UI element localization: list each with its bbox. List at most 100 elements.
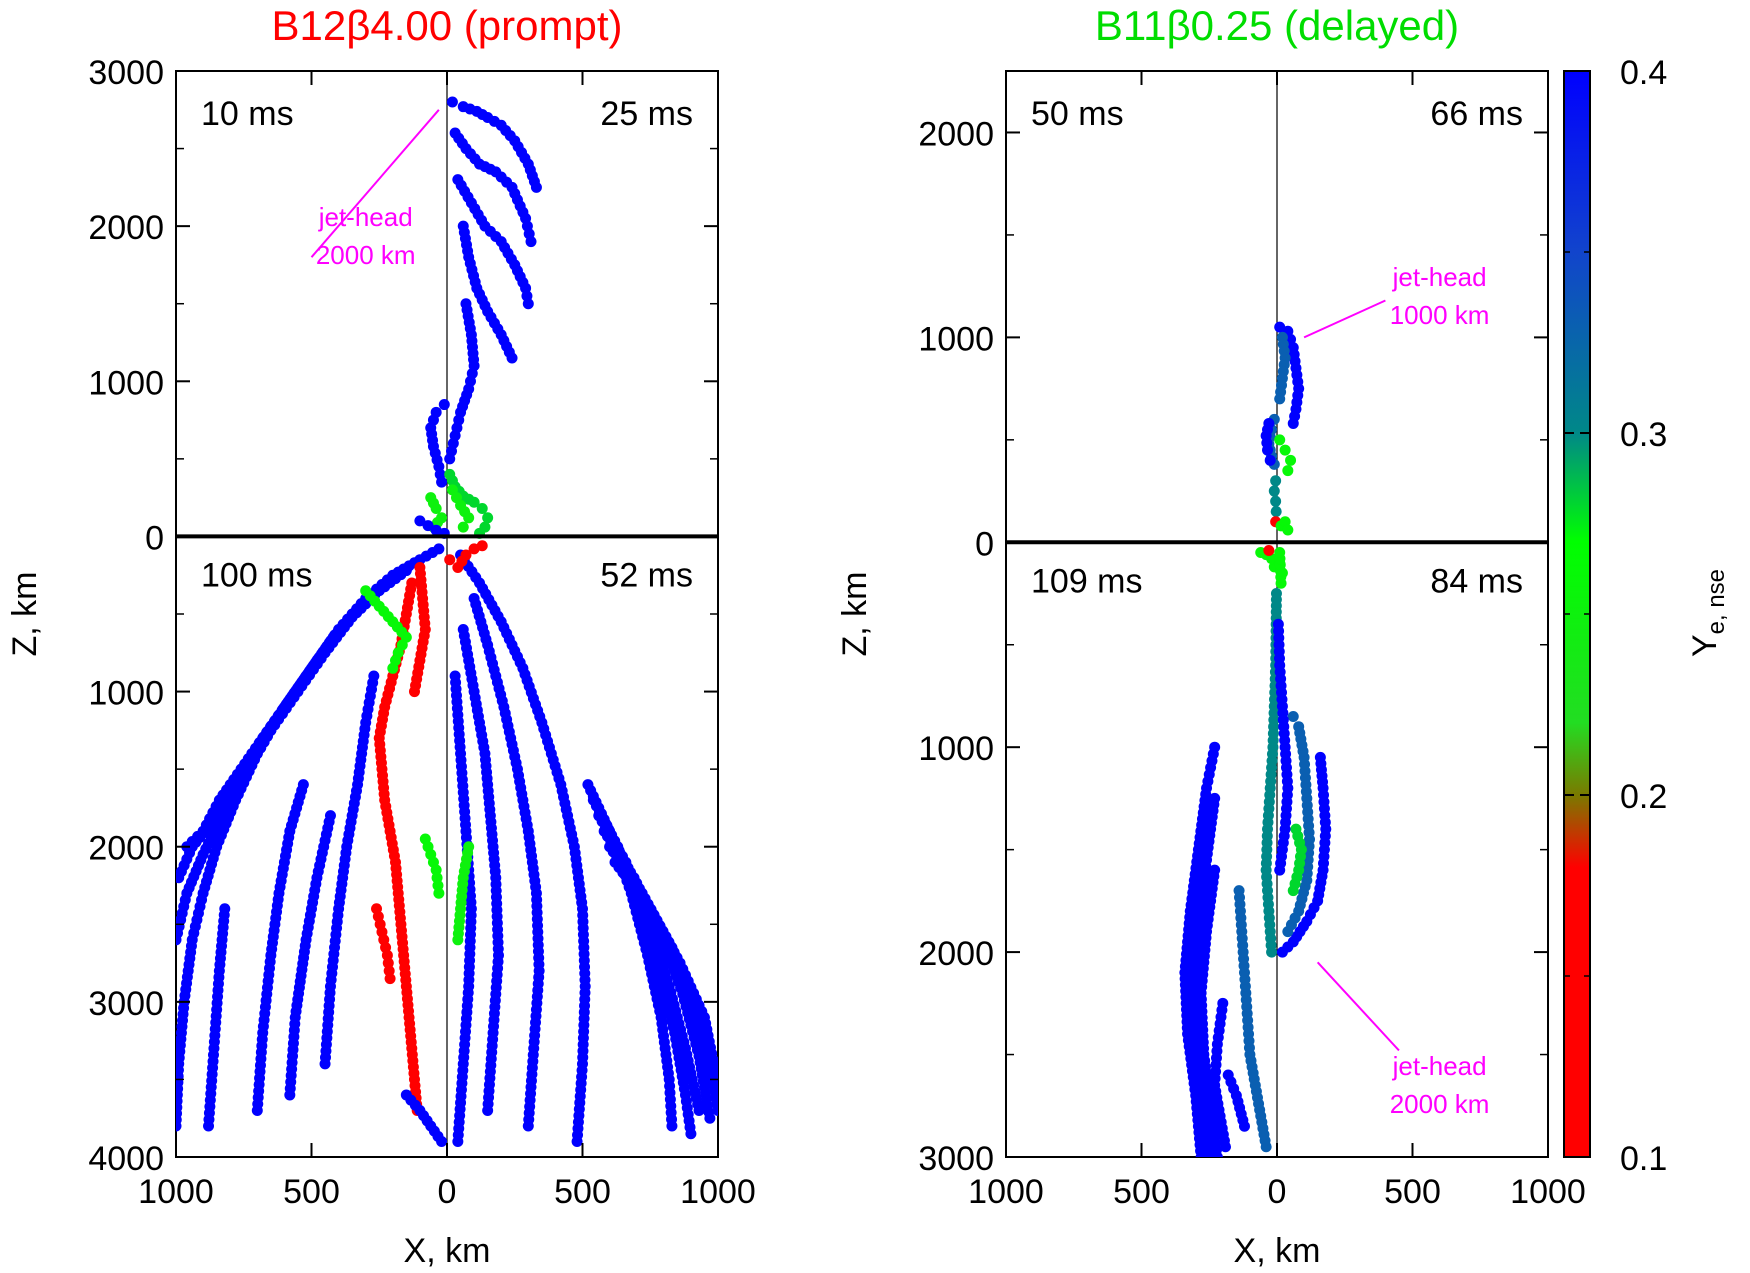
colorbar-tick-label: 0.1 (1620, 1140, 1667, 1178)
data-point (354, 600, 366, 612)
annotation-line1: jet-head (318, 202, 413, 232)
x-tick-label: 1000 (138, 1173, 214, 1211)
data-point (436, 1135, 448, 1147)
data-point (438, 399, 450, 411)
data-point (666, 1120, 678, 1132)
annotation-line2: 1000 km (1390, 300, 1490, 330)
data-point (1209, 741, 1221, 753)
data-point (1274, 393, 1286, 405)
data-point (1282, 524, 1294, 536)
data-point (1274, 434, 1286, 446)
data-point (1293, 721, 1305, 733)
data-point (368, 670, 380, 682)
data-point (457, 624, 469, 636)
data-point (1270, 475, 1282, 487)
x-tick-label: 1000 (968, 1173, 1044, 1211)
data-point (400, 565, 412, 577)
annotation-line2: 2000 km (316, 240, 416, 270)
data-point (530, 181, 542, 193)
y-tick-label: 0 (145, 519, 164, 557)
data-point (693, 1104, 705, 1116)
data-point (522, 298, 534, 310)
data-point (1290, 823, 1302, 835)
x-tick-label: 1000 (1510, 1173, 1586, 1211)
time-label-lower-left: 100 ms (201, 556, 313, 594)
data-point (430, 503, 442, 515)
data-point (1268, 485, 1280, 497)
data-point (433, 887, 445, 899)
data-point (1285, 454, 1297, 466)
chart-title: B12β4.00 (prompt) (272, 2, 623, 49)
x-tick-label: 500 (554, 1173, 611, 1211)
y-tick-label: 1000 (88, 364, 164, 402)
data-point (444, 554, 456, 566)
data-point (219, 903, 231, 915)
data-point (1270, 588, 1282, 600)
data-point (476, 503, 488, 515)
y-tick-label: 2000 (88, 209, 164, 247)
time-label-upper-right: 25 ms (600, 95, 693, 133)
data-point (408, 686, 420, 698)
x-tick-label: 500 (1113, 1173, 1170, 1211)
colorbar-tick-label: 0.2 (1620, 778, 1667, 816)
data-point (1314, 751, 1326, 763)
data-point (1287, 710, 1299, 722)
data-point (1270, 506, 1282, 518)
annotation-pointer (1303, 299, 1386, 339)
annotation-line1: jet-head (1392, 262, 1487, 292)
y-axis-label: Z, km (836, 572, 874, 657)
y-tick-label: 2000 (88, 830, 164, 868)
data-point (525, 236, 537, 248)
data-point (433, 543, 445, 555)
annotation-line2: 2000 km (1390, 1089, 1490, 1119)
x-axis-label: X, km (1234, 1232, 1321, 1270)
data-point (1209, 864, 1221, 876)
y-tick-label: 0 (975, 525, 994, 563)
data-point (1209, 792, 1221, 804)
data-point (704, 1112, 716, 1124)
annotation-pointer (310, 109, 440, 258)
data-points (176, 96, 718, 1147)
colorbar-label-subscript: e, nse (1703, 569, 1730, 634)
data-point (685, 1128, 697, 1140)
time-label-upper-left: 10 ms (201, 95, 294, 133)
right-chart: B11β0.25 (delayed)2000100001000200030001… (836, 2, 1586, 1270)
data-point (444, 453, 456, 465)
colorbar: 0.4 0.3 0.2 0.1 Ye, nse (1563, 54, 1730, 1178)
x-tick-label: 0 (1268, 1173, 1287, 1211)
x-axis-label: X, km (404, 1232, 491, 1270)
data-point (1222, 1069, 1234, 1081)
data-point (506, 352, 518, 364)
time-label-upper-left: 50 ms (1031, 95, 1124, 133)
data-point (712, 1097, 718, 1109)
time-label-lower-right: 52 ms (600, 556, 693, 594)
data-point (297, 779, 309, 791)
x-tick-label: 1000 (680, 1173, 756, 1211)
data-point (1233, 885, 1245, 897)
y-tick-label: 3000 (88, 54, 164, 92)
data-point (1262, 444, 1274, 456)
annotation-line1: jet-head (1392, 1051, 1487, 1081)
x-tick-label: 500 (283, 1173, 340, 1211)
data-point (1263, 544, 1275, 556)
x-tick-label: 0 (438, 1173, 457, 1211)
data-point (463, 512, 475, 524)
data-point (1282, 465, 1294, 477)
x-tick-label: 500 (1384, 1173, 1441, 1211)
data-points (1179, 321, 1332, 1157)
data-point (482, 512, 494, 524)
y-tick-label: 2000 (918, 935, 994, 973)
time-label-lower-left: 109 ms (1031, 562, 1143, 600)
data-point (387, 662, 399, 674)
data-point (449, 670, 461, 682)
left-chart: B12β4.00 (prompt) 3000 2000 1000 0 1000 2000 30… (6, 2, 756, 1270)
y-tick-label: 3000 (88, 985, 164, 1023)
data-point (436, 476, 448, 488)
annotation-pointer (1316, 961, 1400, 1052)
data-point (422, 520, 434, 532)
data-point (1274, 321, 1286, 333)
data-point (457, 521, 469, 533)
data-point (384, 973, 396, 985)
data-point (1270, 495, 1282, 507)
